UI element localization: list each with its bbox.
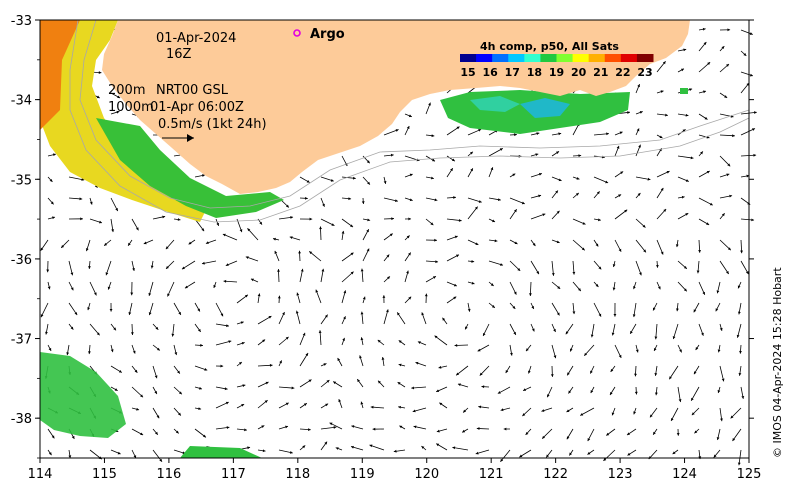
credit-label: © IMOS 04-Apr-2024 15:28 Hobart — [771, 267, 784, 458]
colorbar-swatches — [460, 54, 654, 62]
colorbar-tick-label: 21 — [593, 66, 608, 79]
x-tick-label: 124 — [672, 467, 697, 482]
y-tick-label: -36 — [11, 253, 32, 268]
vector-scale-label: 0.5m/s (1kt 24h) — [158, 117, 267, 132]
colorbar-swatch — [621, 54, 638, 62]
depth-1000-label: 1000m — [108, 100, 154, 115]
colorbar-tick-label: 22 — [615, 66, 630, 79]
y-tick-label: -33 — [11, 14, 32, 29]
sst-patch-small — [680, 88, 688, 94]
y-tick-label: -34 — [11, 94, 32, 109]
x-tick-label: 119 — [350, 467, 375, 482]
colorbar-swatch — [476, 54, 493, 62]
altimetry-time-label: 01-Apr 06:00Z — [150, 100, 244, 115]
x-tick-label: 122 — [543, 467, 568, 482]
x-tick-label: 123 — [608, 467, 633, 482]
time-label: 16Z — [166, 47, 192, 62]
colorbar-swatch — [557, 54, 574, 62]
colorbar-swatch — [524, 54, 541, 62]
x-tick-label: 117 — [221, 467, 246, 482]
colorbar-swatch — [637, 54, 654, 62]
depth-200-label: 200m — [108, 83, 145, 98]
x-tick-label: 116 — [156, 467, 181, 482]
colorbar-tick-label: 17 — [505, 66, 520, 79]
x-tick-label: 125 — [737, 467, 762, 482]
y-tick-label: -35 — [11, 173, 32, 188]
x-tick-label: 121 — [479, 467, 504, 482]
colorbar-swatch — [540, 54, 557, 62]
colorbar-tick-label: 16 — [482, 66, 498, 79]
colorbar-swatch — [492, 54, 509, 62]
colorbar-swatch — [605, 54, 622, 62]
colorbar-tick-label: 15 — [460, 66, 475, 79]
x-tick-label: 115 — [92, 467, 117, 482]
colorbar-tick-label: 18 — [527, 66, 542, 79]
colorbar-tick-label: 20 — [571, 66, 587, 79]
argo-label: Argo — [310, 27, 345, 42]
x-tick-label: 120 — [414, 467, 439, 482]
altimetry-source-label: NRT00 GSL — [156, 83, 229, 98]
colorbar-swatch — [460, 54, 477, 62]
colorbar-tick-label: 19 — [549, 66, 564, 79]
colorbar-swatch — [589, 54, 606, 62]
colorbar-tick-label: 23 — [637, 66, 652, 79]
colorbar-title: 4h comp, p50, All Sats — [480, 40, 619, 53]
colorbar-ticks: 15 16 17 18 19 20 21 22 23 — [460, 66, 652, 79]
x-tick-label: 118 — [285, 467, 310, 482]
date-label: 01-Apr-2024 — [156, 31, 236, 46]
colorbar-swatch — [573, 54, 590, 62]
colorbar-swatch — [508, 54, 525, 62]
x-tick-label: 114 — [28, 467, 53, 482]
y-tick-label: -38 — [11, 412, 32, 427]
y-tick-label: -37 — [11, 333, 32, 348]
